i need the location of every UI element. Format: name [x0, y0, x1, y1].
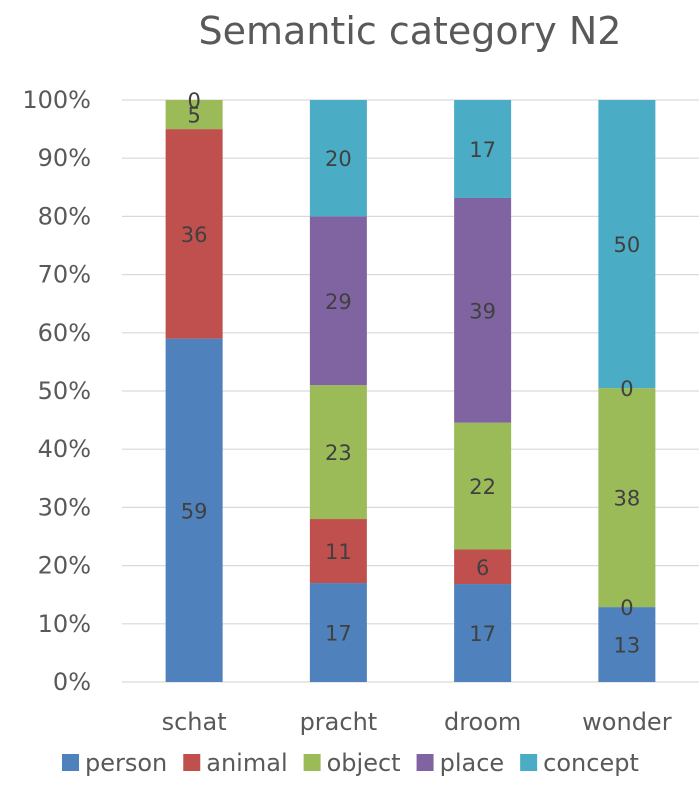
chart-title: Semantic category N2: [199, 9, 622, 53]
data-label: 0: [187, 89, 200, 113]
data-label: 0: [620, 377, 633, 401]
data-label: 17: [469, 138, 496, 162]
y-axis: 0% 10% 20% 30% 40% 50% 60% 70% 80% 90% 100%: [22, 86, 91, 696]
legend-label: concept: [543, 749, 639, 777]
legend-label: person: [85, 749, 167, 777]
data-label: 50: [614, 233, 641, 257]
bar-object-schat: [165, 100, 223, 130]
bars: [165, 100, 656, 682]
y-tick-label: 50%: [38, 377, 91, 405]
data-label: 22: [469, 475, 496, 499]
legend: person animal object place concept: [62, 749, 639, 777]
legend-item-animal: animal: [183, 749, 288, 777]
data-label: 5: [187, 104, 200, 128]
bar-person-pracht: [309, 583, 367, 682]
data-label: 13: [614, 634, 641, 658]
data-label: 23: [325, 441, 352, 465]
y-tick-label: 70%: [38, 261, 91, 289]
y-tick-label: 10%: [38, 610, 91, 638]
data-label: 11: [325, 540, 352, 564]
x-tick-label: droom: [444, 708, 521, 736]
y-tick-label: 80%: [38, 202, 91, 230]
legend-label: place: [440, 749, 505, 777]
y-tick-label: 20%: [38, 552, 91, 580]
data-label: 0: [620, 596, 633, 620]
data-label: 38: [614, 487, 641, 511]
bar-person-wonder: [598, 607, 656, 682]
bar-place-pracht: [309, 216, 367, 386]
x-axis: schat pracht droom wonder: [162, 708, 672, 736]
y-tick-label: 40%: [38, 435, 91, 463]
bar-object-pracht: [309, 385, 367, 520]
bar-animal-pracht: [309, 519, 367, 584]
legend-swatch: [62, 754, 79, 771]
legend-item-person: person: [62, 749, 167, 777]
legend-label: animal: [206, 749, 287, 777]
data-label: 20: [325, 147, 352, 171]
x-tick-label: wonder: [582, 708, 672, 736]
bar-animal-schat: [165, 129, 223, 339]
data-label: 17: [325, 622, 352, 646]
bar-concept-droom: [454, 100, 512, 198]
bar-person-droom: [454, 584, 512, 682]
legend-swatch: [520, 754, 538, 771]
bar-person-schat: [165, 338, 223, 682]
bar-animal-droom: [454, 549, 512, 585]
legend-swatch: [416, 754, 434, 771]
y-tick-label: 30%: [38, 493, 91, 521]
bar-object-wonder: [598, 388, 656, 608]
y-tick-label: 60%: [38, 319, 91, 347]
data-label: 6: [476, 556, 489, 580]
legend-item-place: place: [416, 749, 505, 777]
y-tick-label: 100%: [22, 86, 91, 114]
data-label: 36: [181, 223, 208, 247]
legend-swatch: [183, 754, 201, 771]
bar-place-droom: [454, 197, 512, 423]
bar-concept-pracht: [309, 100, 367, 217]
y-tick-label: 0%: [53, 668, 91, 696]
legend-swatch: [303, 754, 321, 771]
data-label: 59: [181, 499, 208, 523]
data-label: 39: [469, 299, 496, 323]
legend-item-object: object: [303, 749, 401, 777]
bar-object-droom: [454, 422, 512, 550]
legend-label: object: [327, 749, 401, 777]
data-label: 29: [325, 290, 352, 314]
x-tick-label: pracht: [300, 708, 378, 736]
bar-concept-wonder: [598, 100, 656, 389]
x-tick-label: schat: [162, 708, 227, 736]
y-tick-label: 90%: [38, 144, 91, 172]
legend-item-concept: concept: [520, 749, 639, 777]
data-label: 17: [469, 622, 496, 646]
